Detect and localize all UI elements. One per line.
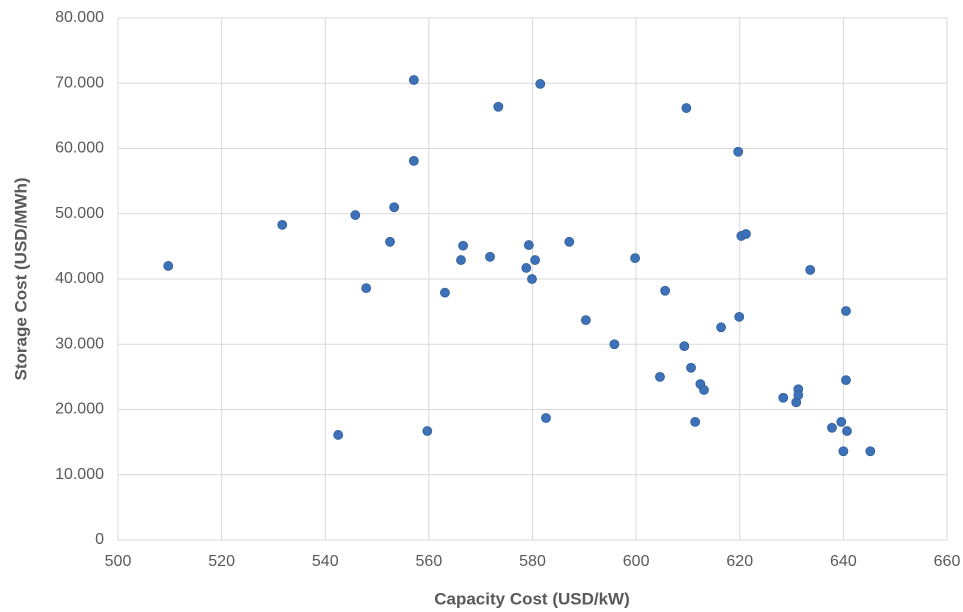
point <box>456 255 466 265</box>
y-tick-label: 30.000 <box>55 335 104 352</box>
x-tick-label: 500 <box>105 553 132 570</box>
x-tick-label: 580 <box>519 553 546 570</box>
point <box>686 362 696 373</box>
y-tick-label: 0 <box>95 531 104 548</box>
point <box>541 413 551 423</box>
point <box>827 422 837 433</box>
y-tick-label: 20.000 <box>55 401 104 418</box>
point <box>408 155 419 166</box>
point <box>660 285 671 296</box>
point <box>530 255 540 265</box>
point <box>630 253 640 264</box>
point <box>805 264 816 275</box>
x-tick-label: 520 <box>208 553 235 570</box>
point <box>699 385 709 395</box>
x-tick-label: 620 <box>726 553 753 570</box>
y-tick-label: 10.000 <box>55 466 104 483</box>
point <box>865 446 876 457</box>
y-axis-title: Storage Cost (USD/MWh) <box>11 177 30 380</box>
x-tick-label: 560 <box>416 553 443 570</box>
x-tick-label: 660 <box>934 553 961 570</box>
point <box>679 341 690 352</box>
x-axis-title: Capacity Cost (USD/kW) <box>434 589 630 608</box>
point <box>422 426 433 436</box>
point <box>655 371 665 382</box>
y-tick-label: 60.000 <box>55 140 104 157</box>
point <box>838 446 849 457</box>
y-tick-label: 70.000 <box>55 74 104 91</box>
point <box>841 375 851 386</box>
point <box>842 426 852 436</box>
point <box>836 416 847 427</box>
y-tick-label: 40.000 <box>55 270 104 287</box>
x-tick-label: 640 <box>830 553 857 570</box>
point <box>277 219 288 230</box>
point <box>350 210 361 220</box>
point <box>361 283 372 294</box>
point <box>527 274 537 284</box>
point <box>716 322 726 333</box>
y-tick-label: 50.000 <box>55 205 104 222</box>
point <box>493 101 504 112</box>
point <box>580 315 591 326</box>
x-tick-label: 540 <box>312 553 339 570</box>
point <box>458 240 468 251</box>
point <box>385 236 395 247</box>
point <box>741 229 751 239</box>
point <box>690 416 701 427</box>
point <box>733 146 744 157</box>
point <box>485 251 495 262</box>
point <box>523 240 534 250</box>
point <box>535 79 546 89</box>
point <box>681 103 692 113</box>
point <box>333 430 344 440</box>
point <box>609 339 620 350</box>
point <box>841 306 851 316</box>
x-tick-label: 600 <box>623 553 650 570</box>
point <box>521 263 532 273</box>
point <box>778 392 789 403</box>
point <box>440 287 450 298</box>
point <box>389 202 400 213</box>
point <box>793 390 804 401</box>
y-tick-label: 80.000 <box>55 9 104 26</box>
point <box>564 236 575 247</box>
point <box>734 311 745 322</box>
point <box>163 261 174 271</box>
point <box>408 75 419 85</box>
